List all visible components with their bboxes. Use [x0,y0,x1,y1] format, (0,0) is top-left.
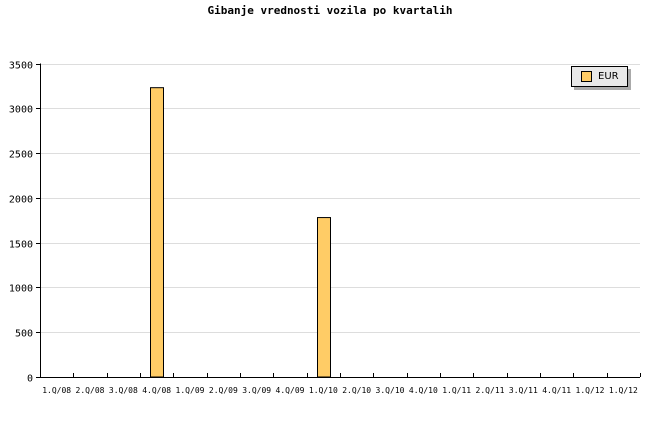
x-tick-label: 1.Q/08 [42,386,71,395]
x-tick-label: 4.Q/11 [542,386,571,395]
x-tick-label: 1.Q/12 [576,386,605,395]
y-tick-label: 3500 [9,61,33,72]
x-tick-label: 3.Q/10 [376,386,405,395]
x-tick-label: 1.Q/11 [442,386,471,395]
x-tick-label: 1.Q/09 [176,386,205,395]
bar-4.Q/08 [150,87,164,378]
x-tick-label: 2.Q/09 [209,386,238,395]
x-tick-label: 1.Q/12 [609,386,638,395]
x-tick-label: 4.Q/10 [409,386,438,395]
x-tick-label: 3.Q/09 [242,386,271,395]
x-tick-label: 4.Q/08 [142,386,171,395]
x-tick-label: 2.Q/10 [342,386,371,395]
bar-1.Q/10 [317,217,331,378]
x-tick-label: 2.Q/11 [476,386,505,395]
legend: EUR [571,66,628,87]
y-tick-label: 0 [27,374,33,385]
y-tick-label: 500 [15,329,33,340]
legend-swatch-eur [581,71,592,82]
x-tick-label: 4.Q/09 [276,386,305,395]
legend-label-eur: EUR [598,71,619,82]
x-tick-label: 2.Q/08 [76,386,105,395]
chart-title: Gibanje vrednosti vozila po kvartalih [207,4,453,17]
x-tick-label: 1.Q/10 [309,386,338,395]
x-tick-label: 3.Q/08 [109,386,138,395]
y-tick-label: 1500 [9,240,33,251]
y-tick-label: 1000 [9,284,33,295]
y-tick-label: 3000 [9,105,33,116]
y-tick-label: 2500 [9,150,33,161]
x-tick-label: 3.Q/11 [509,386,538,395]
y-tick-label: 2000 [9,195,33,206]
